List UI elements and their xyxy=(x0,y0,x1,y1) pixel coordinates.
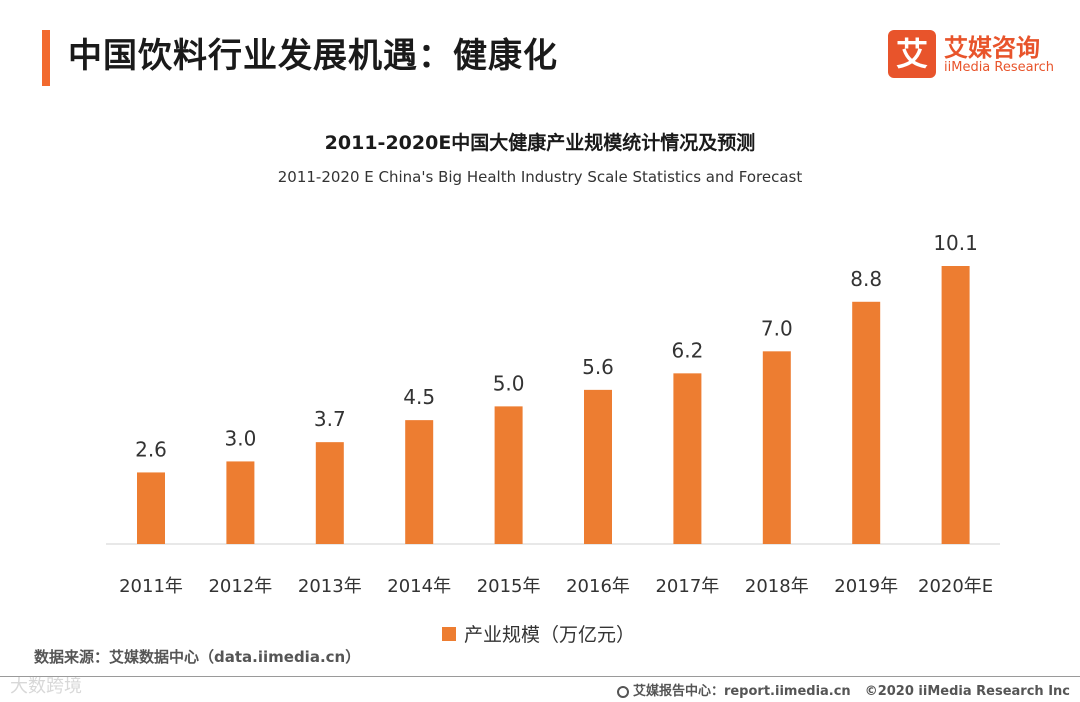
data-label: 6.2 xyxy=(671,338,703,362)
bar xyxy=(405,420,434,544)
data-source: 数据来源：艾媒数据中心（data.iimedia.cn） xyxy=(34,648,361,666)
bar xyxy=(852,301,881,544)
page-title: 中国饮料行业发展机遇：健康化 xyxy=(68,36,558,76)
x-tick-label: 2015年 xyxy=(477,576,541,597)
bar xyxy=(137,472,165,544)
bar xyxy=(762,351,791,544)
bar xyxy=(494,406,523,544)
x-tick-label: 2016年 xyxy=(566,576,630,597)
footer-divider xyxy=(0,676,1080,677)
globe-icon xyxy=(616,686,629,698)
x-tick-label: 2018年 xyxy=(745,576,809,597)
data-label: 3.7 xyxy=(314,407,346,431)
bar xyxy=(673,373,702,544)
x-tick-label: 2011年 xyxy=(119,576,183,597)
bar xyxy=(226,461,255,544)
data-label: 2.6 xyxy=(135,437,167,461)
watermark: 大数跨境 xyxy=(10,676,82,697)
data-label: 10.1 xyxy=(933,231,978,255)
x-tick-label: 2020年E xyxy=(918,576,993,597)
x-tick-label: 2019年 xyxy=(834,576,898,597)
logo-name-cn: 艾媒咨询 xyxy=(944,34,1040,62)
legend-swatch xyxy=(442,626,456,641)
chart-subtitle: 2011-2020 E China's Big Health Industry … xyxy=(277,168,803,186)
title-accent-bar xyxy=(42,30,50,86)
logo-name-en: iiMedia Research xyxy=(944,60,1055,75)
data-label: 3.0 xyxy=(224,426,256,450)
bar xyxy=(584,389,612,544)
x-tick-label: 2012年 xyxy=(208,576,272,597)
bar xyxy=(941,266,970,544)
data-label: 5.6 xyxy=(582,355,614,379)
chart-legend: 产业规模（万亿元） xyxy=(442,620,635,646)
data-label: 5.0 xyxy=(493,371,525,395)
x-tick-label: 2013年 xyxy=(298,576,362,597)
data-label: 7.0 xyxy=(761,316,793,340)
footer-copyright: ©2020 iiMedia Research Inc xyxy=(864,684,1070,699)
logo-mark-icon: 艾 xyxy=(888,30,936,78)
data-label: 8.8 xyxy=(850,267,882,291)
x-tick-label: 2014年 xyxy=(387,576,451,597)
chart-title: 2011-2020E中国大健康产业规模统计情况及预测 xyxy=(324,132,756,154)
x-tick-label: 2017年 xyxy=(655,576,719,597)
footer-report-link[interactable]: 艾媒报告中心：report.iimedia.cn xyxy=(632,684,851,699)
data-label: 4.5 xyxy=(403,385,435,409)
footer: 艾媒报告中心：report.iimedia.cn ©2020 iiMedia Re… xyxy=(616,680,1070,699)
bar xyxy=(315,442,344,544)
logo: 艾 艾媒咨询 iiMedia Research xyxy=(888,30,1068,82)
legend-label: 产业规模（万亿元） xyxy=(464,624,636,646)
bar-chart: 2.6 2011年 3.0 2012年 3.7 2013年 4.5 2014年 5.0 2015年… xyxy=(106,231,1000,597)
